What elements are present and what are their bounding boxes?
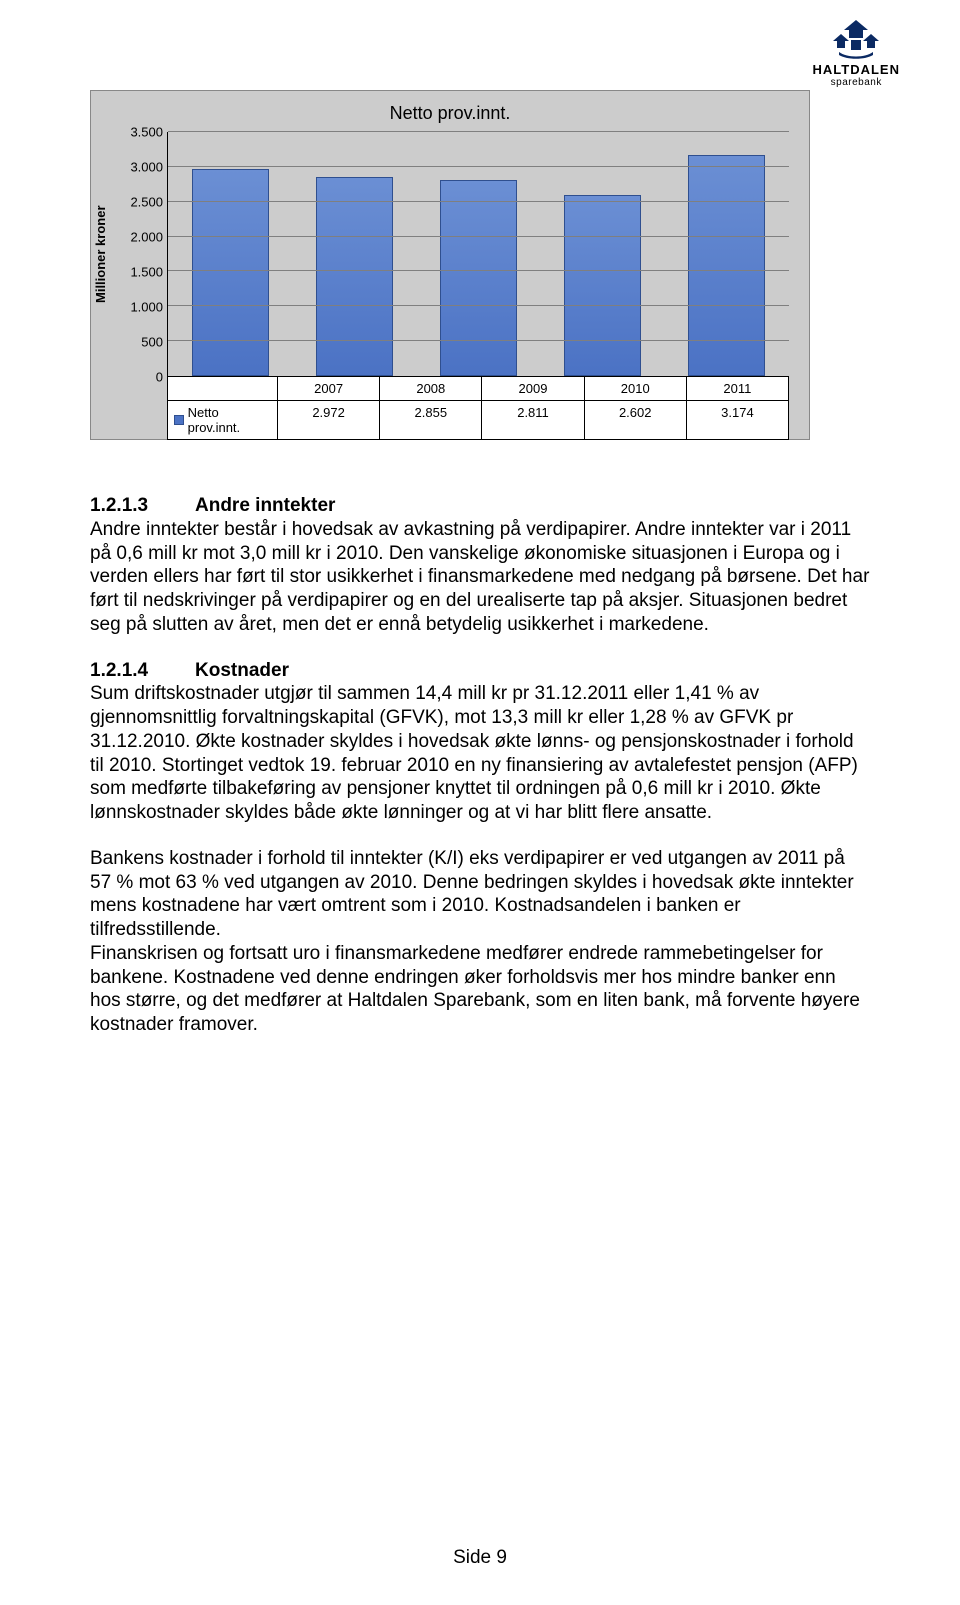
bar: [440, 180, 517, 376]
y-tick-label: 2.500: [130, 195, 163, 210]
gridline: [168, 131, 789, 132]
chart-title: Netto prov.innt.: [91, 91, 809, 132]
y-axis-label: Millioner kroner: [91, 132, 115, 377]
section-title: Kostnader: [195, 660, 289, 681]
paragraph: Bankens kostnader i forhold til inntekte…: [90, 847, 870, 871]
bar: [688, 155, 765, 376]
bar: [316, 177, 393, 376]
section-title: Andre inntekter: [195, 495, 335, 516]
value-cell: 2.602: [585, 401, 687, 439]
logo-sub-text: sparebank: [813, 77, 900, 88]
y-tick-label: 2.000: [130, 230, 163, 245]
y-tick-label: 0: [156, 370, 163, 385]
section-number: 1.2.1.3: [90, 494, 195, 518]
gridline: [168, 236, 789, 237]
heading-andre-inntekter: 1.2.1.3Andre inntekter: [90, 494, 870, 518]
paragraph: Sum driftskostnader utgjør til sammen 14…: [90, 682, 870, 825]
legend-swatch-icon: [174, 415, 184, 425]
gridline: [168, 201, 789, 202]
y-axis-ticks: 3.5003.0002.5002.0001.5001.0005000: [115, 132, 167, 377]
plot-area: [167, 132, 789, 377]
logo-icon: [829, 18, 883, 60]
paragraph: 57 % mot 63 % ved utgangen av 2010. Denn…: [90, 871, 870, 942]
brand-logo: HALTDALEN sparebank: [813, 18, 900, 88]
y-tick-label: 3.500: [130, 125, 163, 140]
netto-prov-chart: Netto prov.innt. Millioner kroner 3.500 3…: [90, 90, 810, 440]
value-cell: 3.174: [687, 401, 788, 439]
category-cell: 2010: [585, 377, 687, 400]
table-corner: [168, 377, 278, 400]
category-cell: 2008: [380, 377, 482, 400]
y-tick-label: 1.500: [130, 265, 163, 280]
y-tick-label: 1.000: [130, 300, 163, 315]
paragraph: Finanskrisen og fortsatt uro i finansmar…: [90, 942, 870, 1037]
section-number: 1.2.1.4: [90, 659, 195, 683]
value-cell: 2.811: [482, 401, 584, 439]
series-name: Netto prov.innt.: [188, 405, 271, 435]
gridline: [168, 166, 789, 167]
document-body: 1.2.1.3Andre inntekter Andre inntekter b…: [90, 490, 870, 1037]
value-cell: 2.855: [380, 401, 482, 439]
series-legend-label: Netto prov.innt.: [168, 401, 278, 439]
gridline: [168, 340, 789, 341]
y-tick-label: 500: [141, 335, 163, 350]
category-cell: 2011: [687, 377, 788, 400]
gridline: [168, 270, 789, 271]
logo-brand-text: HALTDALEN: [813, 62, 900, 77]
bar: [564, 195, 641, 376]
value-cell: 2.972: [278, 401, 380, 439]
page-footer: Side 9: [0, 1547, 960, 1569]
y-tick-label: 3.000: [130, 160, 163, 175]
gridline: [168, 305, 789, 306]
paragraph: Andre inntekter består i hovedsak av avk…: [90, 518, 870, 637]
heading-kostnader: 1.2.1.4Kostnader: [90, 659, 870, 683]
category-cell: 2007: [278, 377, 380, 400]
chart-data-table: 20072008200920102011 Netto prov.innt. 2.…: [167, 377, 789, 440]
category-cell: 2009: [482, 377, 584, 400]
